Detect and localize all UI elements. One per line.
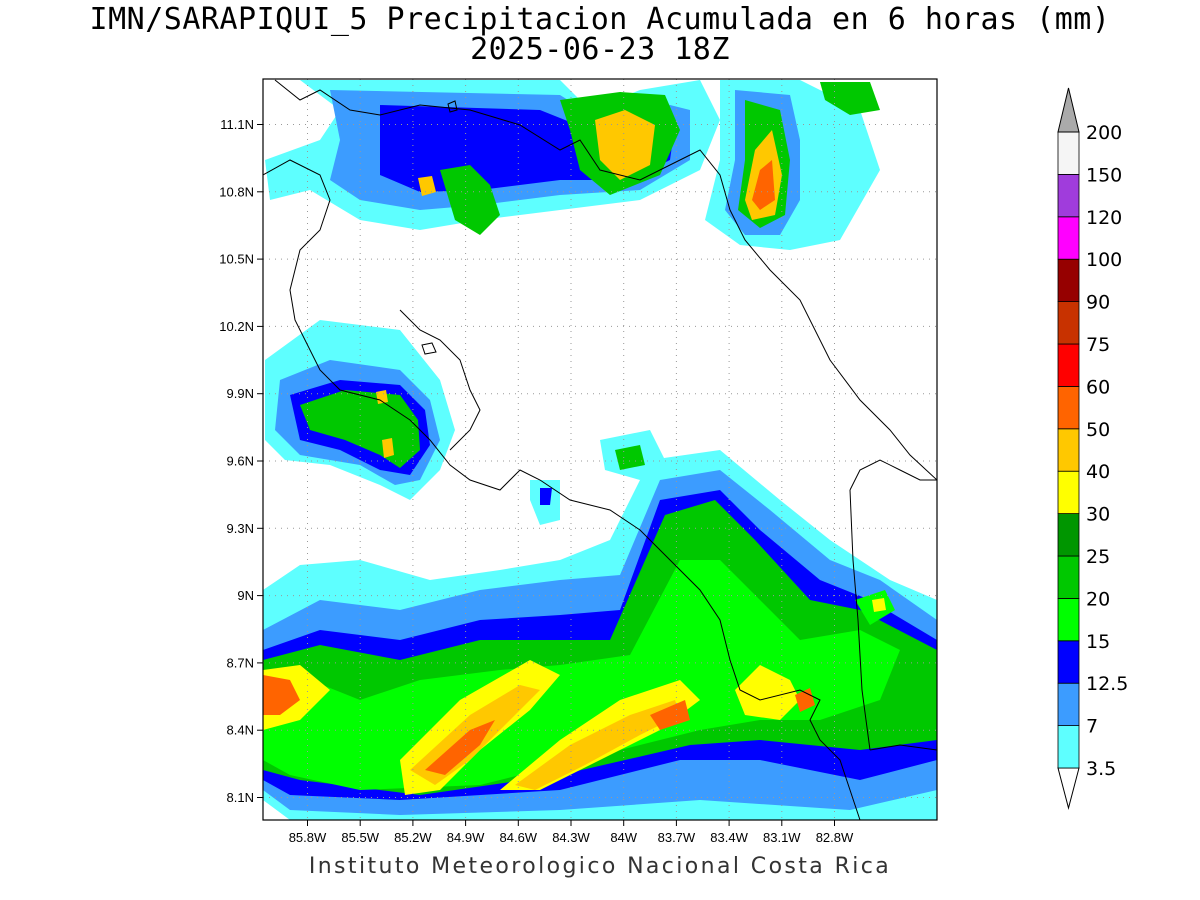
colorbar-label: 12.5 xyxy=(1086,673,1128,695)
colorbar-swatch xyxy=(1057,301,1080,345)
precip-area xyxy=(263,675,300,715)
colorbar: 3.5 7 12.5 15 20 25 30 40 50 60 75 90 100 120 150 200 xyxy=(1057,87,1128,810)
map-title: IMN/SARAPIQUI_5 Precipitacion Acumulada … xyxy=(89,2,1111,37)
lon-tick-label: 83.1W xyxy=(763,830,801,845)
colorbar-label: 120 xyxy=(1086,207,1122,229)
precip-area xyxy=(595,110,655,180)
colorbar-swatch xyxy=(1057,598,1080,642)
lon-tick-label: 85.8W xyxy=(289,830,327,845)
lat-tick-label: 9N xyxy=(237,588,254,603)
lon-tick-label: 85.5W xyxy=(341,830,379,845)
precip-area xyxy=(376,390,388,404)
lat-tick-label: 8.4N xyxy=(227,723,254,738)
colorbar-swatch xyxy=(1057,470,1080,515)
lat-tick-label: 10.2N xyxy=(219,319,254,334)
colorbar-label: 30 xyxy=(1086,504,1110,526)
precip-area xyxy=(425,720,495,775)
lon-tick-label: 82.8W xyxy=(816,830,854,845)
lat-tick-label: 11.1N xyxy=(220,117,254,132)
precipitation-field xyxy=(263,80,937,820)
lon-tick-label: 84.6W xyxy=(500,830,538,845)
colorbar-label: 40 xyxy=(1086,461,1110,483)
colorbar-label: 200 xyxy=(1086,122,1122,144)
precip-area xyxy=(418,176,436,196)
colorbar-label: 25 xyxy=(1086,546,1110,568)
lat-tick-label: 9.6N xyxy=(227,454,254,469)
colorbar-label: 75 xyxy=(1086,334,1110,356)
colorbar-label: 3.5 xyxy=(1086,758,1116,780)
colorbar-swatch xyxy=(1057,640,1080,684)
colorbar-swatch xyxy=(1057,216,1080,260)
precip-area xyxy=(440,165,500,235)
border xyxy=(849,459,937,491)
colorbar-swatch xyxy=(1057,131,1080,175)
precip-area xyxy=(615,445,645,470)
plot-frame xyxy=(262,78,938,821)
colorbar-label: 60 xyxy=(1086,376,1110,398)
lat-tick-label: 9.3N xyxy=(227,521,254,536)
colorbar-label: 20 xyxy=(1086,588,1110,610)
precip-area xyxy=(872,598,886,612)
island xyxy=(421,342,437,355)
colorbar-swatch xyxy=(1057,343,1080,387)
colorbar-label: 90 xyxy=(1086,292,1110,314)
precip-area xyxy=(382,438,394,458)
footer-credit: Instituto Meteorologico Nacional Costa R… xyxy=(308,854,892,879)
precip-area xyxy=(515,700,680,790)
colorbar-label: 7 xyxy=(1086,716,1098,738)
longitude-axis: 85.8W 85.5W 85.2W 84.9W 84.6W 84.3W 84W 83.7W 83… xyxy=(289,820,854,845)
precip-area xyxy=(795,688,815,712)
precip-area xyxy=(540,488,552,505)
colorbar-low-arrow xyxy=(1057,767,1080,810)
colorbar-label: 50 xyxy=(1086,419,1110,441)
lat-tick-label: 10.5N xyxy=(219,252,254,267)
coastline xyxy=(263,159,861,820)
lon-tick-label: 84.9W xyxy=(447,830,485,845)
border xyxy=(399,309,481,451)
latitude-axis: 11.1N 10.8N 10.5N 10.2N 9.9N 9.6N 9.3N 9N 8.7N 8.… xyxy=(219,117,263,805)
precip-area xyxy=(263,560,900,790)
colorbar-swatch xyxy=(1057,428,1080,472)
precip-area xyxy=(752,160,775,210)
colorbar-swatch xyxy=(1057,385,1080,430)
lat-tick-label: 8.1N xyxy=(227,790,254,805)
island xyxy=(447,100,458,113)
colorbar-label: 100 xyxy=(1086,249,1122,271)
precip-area xyxy=(820,82,880,115)
lon-tick-label: 83.7W xyxy=(658,830,696,845)
lat-tick-label: 10.8N xyxy=(219,184,254,199)
map-subtitle-datetime: 2025-06-23 18Z xyxy=(470,32,730,67)
coastline xyxy=(274,79,937,481)
precip-area xyxy=(650,700,690,730)
precip-area xyxy=(735,665,800,720)
map-grid xyxy=(263,79,937,820)
coastlines xyxy=(263,79,937,820)
colorbar-swatch xyxy=(1057,682,1080,727)
lon-tick-label: 84.3W xyxy=(552,830,590,845)
colorbar-high-arrow xyxy=(1057,87,1080,133)
lon-tick-label: 85.2W xyxy=(394,830,432,845)
lat-tick-label: 8.7N xyxy=(227,655,254,670)
colorbar-swatch xyxy=(1057,258,1080,303)
lon-tick-label: 83.4W xyxy=(710,830,748,845)
colorbar-label: 15 xyxy=(1086,631,1110,653)
colorbar-label: 150 xyxy=(1086,164,1122,186)
colorbar-swatch xyxy=(1057,725,1080,769)
border xyxy=(869,744,937,751)
colorbar-swatch xyxy=(1057,555,1080,599)
border xyxy=(849,489,871,751)
lon-tick-label: 84W xyxy=(610,830,637,845)
lat-tick-label: 9.9N xyxy=(227,386,254,401)
colorbar-swatch xyxy=(1057,513,1080,557)
colorbar-swatch xyxy=(1057,173,1080,218)
